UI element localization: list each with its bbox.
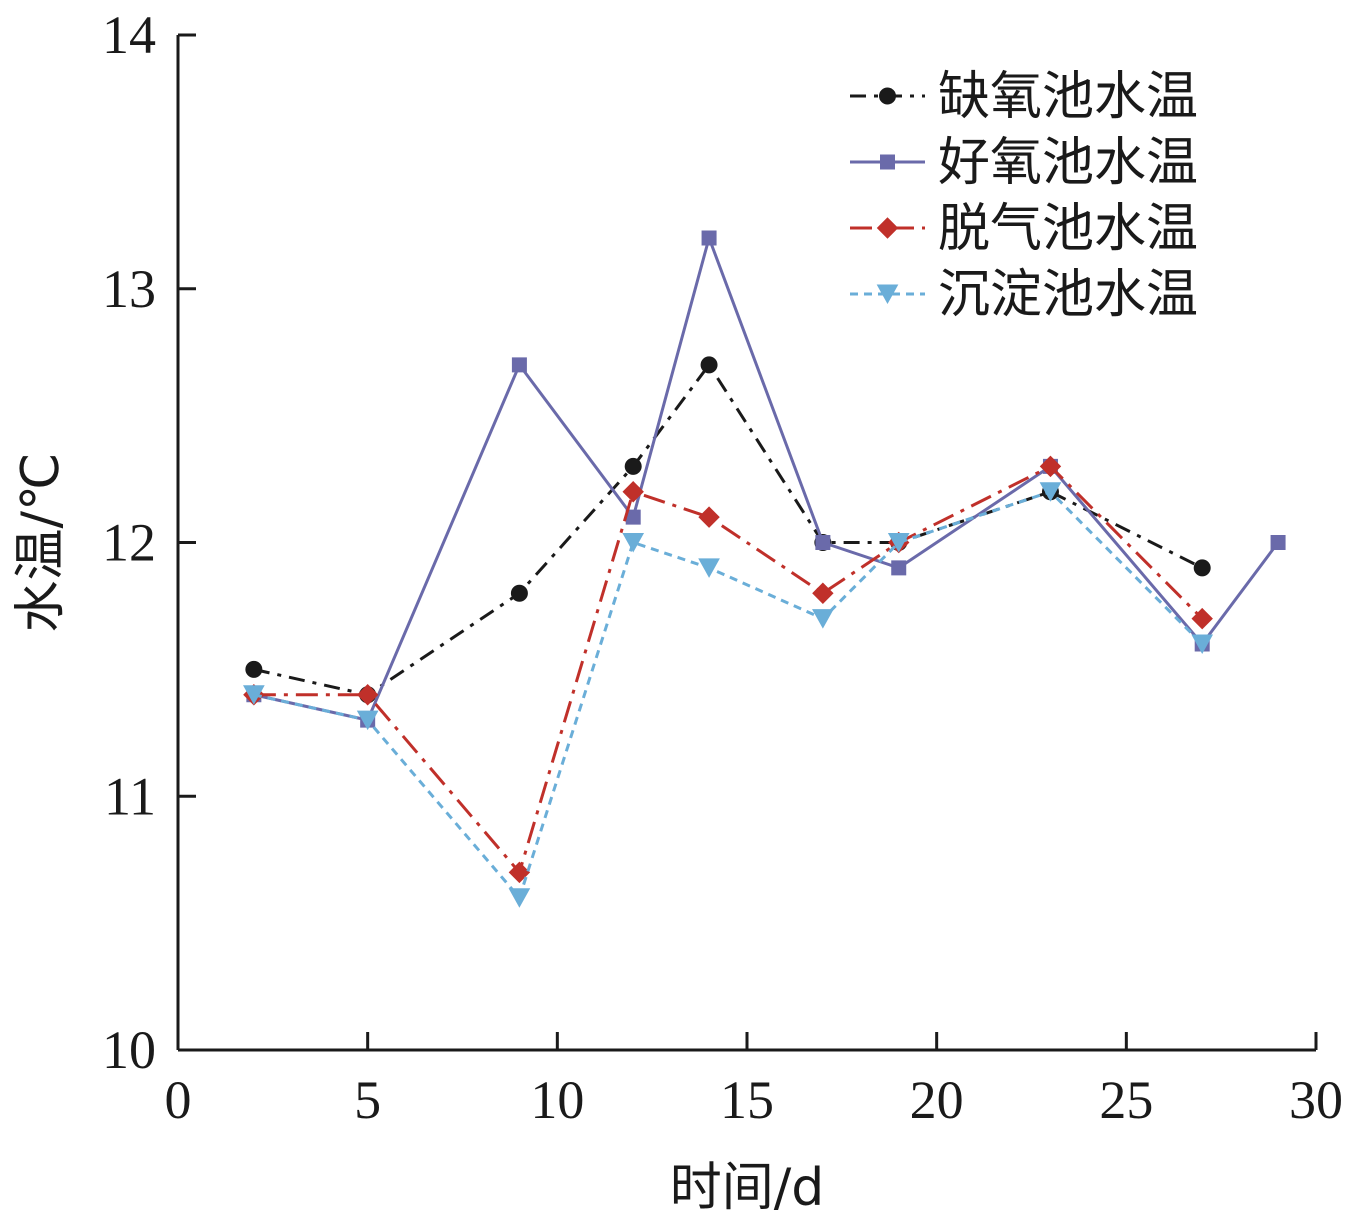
legend-entry: 缺氧池水温 xyxy=(850,67,1198,127)
y-tick-label: 13 xyxy=(102,259,156,319)
data-point xyxy=(812,609,834,629)
legend-label: 好氧池水温 xyxy=(938,133,1198,193)
legend-marker xyxy=(880,154,895,170)
data-point xyxy=(356,710,379,731)
legend-entry: 好氧池水温 xyxy=(850,133,1198,193)
y-ticks: 10 11 12 13 14 xyxy=(102,5,196,1080)
data-point xyxy=(1270,535,1286,550)
x-axis-title: 时间/d xyxy=(670,1158,825,1218)
legend-entry: 脱气池水温 xyxy=(850,199,1198,259)
data-point xyxy=(701,230,717,246)
legend-label: 缺氧池水温 xyxy=(938,67,1198,127)
legend-label: 脱气池水温 xyxy=(938,199,1198,259)
data-point xyxy=(245,660,263,678)
series-line xyxy=(253,490,1204,900)
data-point xyxy=(700,356,718,374)
data-point xyxy=(698,558,720,578)
x-tick-label: 30 xyxy=(1289,1070,1343,1130)
series-4 xyxy=(243,482,1214,908)
data-point xyxy=(1039,455,1062,478)
data-point xyxy=(1191,634,1214,655)
y-tick-label: 10 xyxy=(102,1020,156,1080)
data-point xyxy=(887,533,910,553)
y-axis-title: 水温/℃ xyxy=(11,453,71,633)
data-point xyxy=(624,457,642,475)
x-ticks: 0 5 10 15 20 25 30 xyxy=(165,1032,1343,1130)
data-point xyxy=(622,481,644,503)
x-tick-label: 20 xyxy=(910,1070,964,1130)
data-point xyxy=(1191,607,1213,630)
data-point xyxy=(356,684,379,706)
axes: 0 5 10 15 20 25 30 10 11 12 13 14 xyxy=(102,5,1343,1130)
y-tick-label: 14 xyxy=(102,5,156,65)
y-tick-label: 11 xyxy=(104,766,156,826)
data-point xyxy=(815,535,831,550)
data-point xyxy=(1193,559,1211,577)
y-tick-label: 12 xyxy=(102,513,156,573)
data-point xyxy=(508,888,531,908)
data-point xyxy=(511,357,527,373)
x-tick-label: 15 xyxy=(720,1070,774,1130)
legend-entry: 沉淀池水温 xyxy=(850,265,1198,325)
data-point xyxy=(891,560,907,576)
legend-marker xyxy=(879,87,896,105)
legend-marker xyxy=(876,284,899,305)
series-line xyxy=(253,236,1280,722)
legend-label: 沉淀池水温 xyxy=(938,265,1198,325)
series-layer xyxy=(243,230,1286,908)
legend-marker xyxy=(876,217,899,239)
x-tick-label: 0 xyxy=(165,1070,192,1130)
x-tick-label: 10 xyxy=(530,1070,584,1130)
data-point xyxy=(698,506,720,528)
data-point xyxy=(812,582,834,604)
data-point xyxy=(510,584,528,602)
x-tick-label: 25 xyxy=(1099,1070,1153,1130)
series-line xyxy=(253,464,1204,874)
data-point xyxy=(622,533,645,553)
data-point xyxy=(1039,482,1062,502)
x-tick-label: 5 xyxy=(354,1070,381,1130)
data-point xyxy=(243,685,265,705)
